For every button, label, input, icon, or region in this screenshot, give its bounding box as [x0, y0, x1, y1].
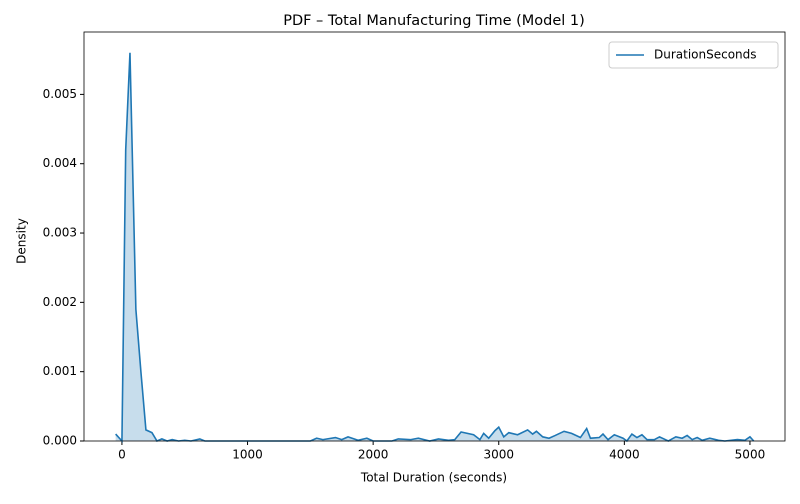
y-tick-label: 0.004: [43, 156, 77, 170]
y-tick-label: 0.003: [43, 226, 77, 240]
plot-frame: [83, 31, 786, 442]
x-tick-label: 2000: [358, 448, 389, 462]
chart-title: PDF – Total Manufacturing Time (Model 1): [283, 13, 585, 29]
y-tick-label: 0.001: [43, 364, 77, 378]
x-tick-label: 4000: [609, 448, 640, 462]
y-tick-label: 0.000: [43, 434, 77, 448]
x-tick-label: 5000: [735, 448, 766, 462]
legend-label: DurationSeconds: [654, 48, 757, 62]
density-line: [115, 52, 755, 444]
legend-box: [608, 41, 779, 69]
y-axis-label: Density: [15, 218, 29, 264]
x-tick-label: 0: [118, 448, 126, 462]
x-tick-label: 3000: [483, 448, 514, 462]
y-tick-label: 0.002: [43, 295, 77, 309]
y-tick-label: 0.005: [43, 87, 77, 101]
x-axis-label: Total Duration (seconds): [360, 471, 507, 485]
x-tick-label: 1000: [232, 448, 263, 462]
density-area: [115, 52, 754, 442]
